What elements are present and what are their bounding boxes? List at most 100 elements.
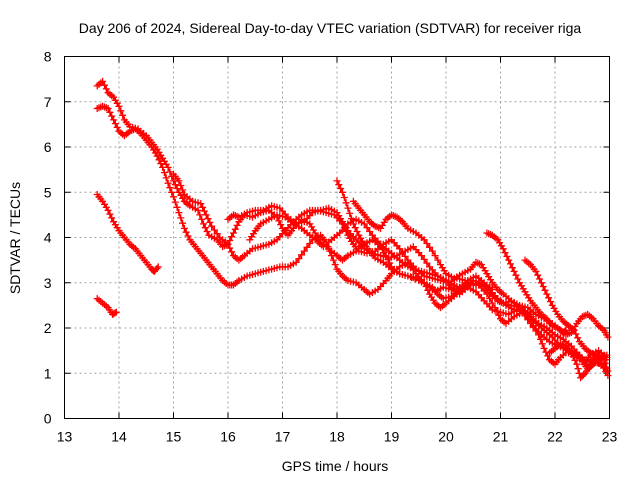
data-point (204, 215, 212, 223)
data-point (569, 353, 577, 361)
y-tick-label: 7 (44, 94, 52, 110)
y-tick-label: 2 (44, 320, 52, 336)
x-tick-label: 13 (57, 429, 73, 445)
data-point (102, 85, 110, 93)
x-tick-label: 16 (220, 429, 236, 445)
data-point (536, 275, 544, 283)
data-point (420, 255, 428, 263)
data-point (117, 107, 125, 115)
data-point (112, 308, 120, 316)
data-point (333, 177, 341, 185)
data-point (213, 230, 221, 238)
data-point (423, 240, 431, 247)
data-point (604, 372, 612, 379)
data-point (570, 326, 578, 334)
data-point (542, 348, 550, 356)
data-point (173, 203, 181, 211)
data-point (303, 243, 311, 251)
data-point (537, 335, 544, 343)
data-point (153, 152, 161, 160)
data-point (534, 271, 542, 279)
data-point (434, 256, 442, 264)
data-point (157, 160, 165, 168)
data-point (344, 204, 352, 212)
data-point (420, 236, 428, 244)
data-point (602, 368, 610, 376)
x-tick-label: 21 (493, 429, 509, 445)
data-point (574, 365, 582, 373)
x-tick-label: 23 (602, 429, 618, 445)
data-point (159, 163, 167, 171)
series-arc-8 (333, 177, 496, 303)
data-point (342, 199, 350, 207)
data-point (194, 206, 202, 214)
data-point (171, 198, 179, 206)
data-point (292, 258, 300, 266)
data-point (228, 248, 236, 256)
data-point (197, 200, 205, 208)
data-point (326, 247, 334, 255)
data-point (170, 193, 177, 201)
data-point (346, 209, 354, 217)
data-point (106, 108, 114, 116)
data-point (226, 237, 234, 244)
data-point (335, 181, 343, 189)
data-point (340, 194, 348, 201)
data-point (300, 247, 308, 255)
data-point (547, 298, 554, 306)
series-line (96, 105, 609, 372)
y-tick-label: 1 (44, 365, 52, 381)
x-tick-label: 17 (275, 429, 291, 445)
data-point (175, 209, 183, 217)
data-point (535, 331, 543, 339)
data-point (423, 259, 431, 267)
data-point (196, 211, 204, 219)
data-point (110, 116, 118, 124)
data-point (224, 240, 232, 248)
data-point (349, 220, 357, 228)
data-point (366, 228, 374, 235)
data-point (108, 214, 116, 222)
data-point (495, 311, 503, 319)
data-point (208, 222, 216, 230)
series-line (227, 205, 609, 377)
series-line (172, 173, 608, 363)
data-point (184, 232, 192, 240)
data-point (162, 174, 170, 182)
data-point (226, 244, 234, 252)
data-point (491, 304, 499, 312)
data-point (426, 243, 434, 251)
data-point (166, 168, 174, 176)
x-axis-label: GPS time / hours (282, 458, 389, 474)
data-point (424, 286, 432, 294)
data-point (115, 102, 123, 110)
data-point (306, 240, 314, 247)
y-tick-label: 8 (44, 49, 52, 65)
series-arc-3 (93, 191, 162, 275)
data-point (111, 309, 119, 317)
data-point (328, 252, 335, 260)
data-point (210, 226, 218, 234)
chart-title: Day 206 of 2024, Sidereal Day-to-day VTE… (79, 20, 582, 36)
data-point (111, 120, 119, 128)
x-tick-label: 18 (329, 429, 345, 445)
data-point (514, 275, 522, 283)
data-point (428, 247, 436, 255)
series-arc-4 (93, 295, 120, 318)
data-point (177, 182, 185, 189)
data-point (99, 77, 107, 85)
data-point (231, 225, 239, 233)
data-point (507, 260, 514, 268)
data-point (199, 203, 207, 211)
data-point (104, 105, 112, 112)
data-point (168, 188, 176, 196)
data-point (164, 179, 172, 187)
x-tick-label: 15 (166, 429, 182, 445)
plot-frame (64, 56, 610, 419)
data-point (532, 327, 540, 335)
data-series (93, 77, 612, 382)
y-tick-labels: 0 1 2 3 4 5 6 7 8 (44, 49, 52, 427)
x-tick-label: 19 (384, 429, 400, 445)
x-tick-label: 20 (438, 429, 454, 445)
data-point (298, 251, 306, 259)
